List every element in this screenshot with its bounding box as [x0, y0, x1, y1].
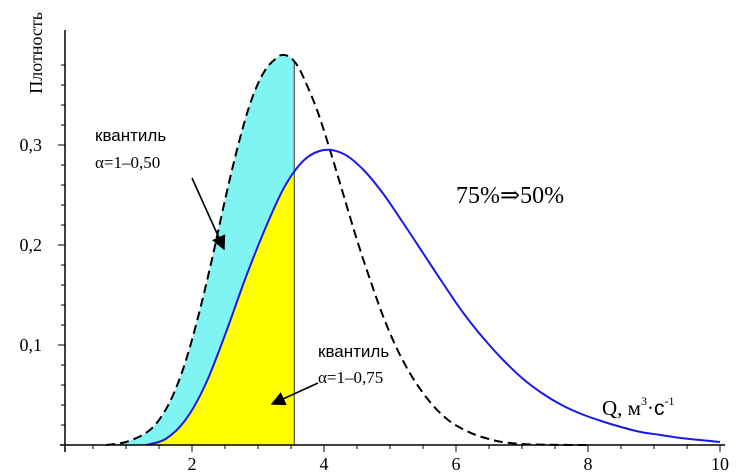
- quantile-075-fill: [145, 173, 295, 445]
- y-tick-label: 0,2: [20, 235, 43, 255]
- x-tick-label: 4: [320, 454, 329, 474]
- shift-label: 75%⇒50%: [456, 183, 564, 209]
- y-axis-label: Плотность: [26, 12, 46, 94]
- x-tick-label: 2: [188, 454, 197, 474]
- x-axis-label: Q, м3·с-1: [602, 394, 674, 420]
- x-tick-label: 10: [711, 454, 729, 474]
- dashed-density-curve: [106, 53, 589, 446]
- x-tick-label: 6: [452, 454, 461, 474]
- lower-quantile-word: квантиль: [318, 342, 389, 361]
- y-ticks: 0,1 0,2 0,3: [20, 64, 65, 426]
- y-tick-label: 0,3: [20, 135, 43, 155]
- x-tick-label: 8: [584, 454, 593, 474]
- lower-quantile-alpha: α=1–0,75: [318, 368, 383, 387]
- upper-quantile-word: квантиль: [95, 126, 166, 145]
- solid-density-curve: [145, 148, 721, 446]
- y-tick-label: 0,1: [20, 335, 43, 355]
- upper-quantile-arrow: [191, 177, 226, 251]
- upper-quantile-alpha: α=1–0,50: [95, 153, 160, 172]
- lower-quantile-arrow: [270, 382, 319, 406]
- x-ticks: 2 4 6 8 10: [92, 445, 729, 474]
